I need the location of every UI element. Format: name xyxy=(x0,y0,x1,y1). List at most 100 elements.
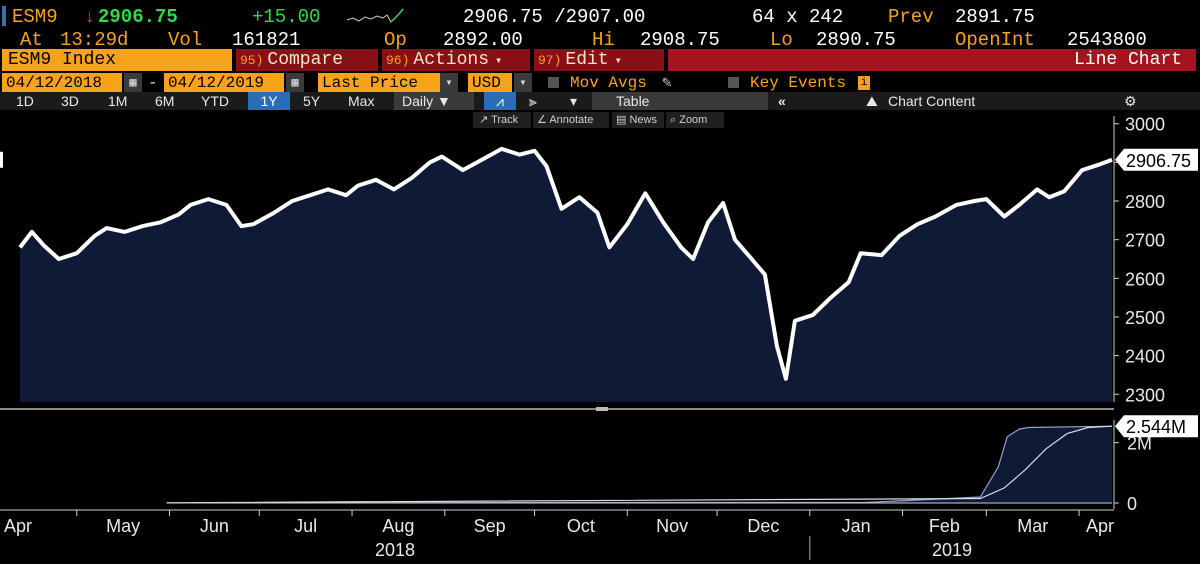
open-value: 2892.00 xyxy=(443,29,523,51)
oi-line xyxy=(166,425,1113,504)
price-y-tick-label: 2500 xyxy=(1125,308,1165,328)
key-events-label: Key Events xyxy=(750,74,847,92)
low-label: Lo xyxy=(770,29,793,51)
prev-value: 2891.75 xyxy=(955,6,1035,28)
price-y-tick-label: 3000 xyxy=(1125,115,1165,135)
oi-last-tag xyxy=(1115,415,1198,438)
open-label: Op xyxy=(384,29,407,51)
collapse-icon[interactable]: « xyxy=(778,93,786,109)
prev-label: Prev xyxy=(888,6,934,28)
open-interest-label: OpenInt xyxy=(955,29,1035,51)
chart-content-icon: ⛰ xyxy=(866,93,878,109)
security-marker xyxy=(2,6,6,26)
sparkline-icon xyxy=(346,8,404,23)
settings-gear-icon[interactable]: ⚙ xyxy=(1124,93,1137,109)
bid-ask: 2906.75 /2907.00 xyxy=(463,6,646,28)
info-icon[interactable]: i xyxy=(858,76,870,90)
panel-resize-handle xyxy=(596,407,608,411)
vol-value: 161821 xyxy=(232,29,301,51)
x-tick-label: Nov xyxy=(656,516,688,536)
at-time: 13:29d xyxy=(60,29,129,51)
edit-caret-icon: ▾ xyxy=(614,54,622,68)
frequency-select[interactable]: Daily ▼ xyxy=(394,92,474,110)
period-5y[interactable]: 5Y xyxy=(303,93,321,109)
chart-type-caret-icon[interactable]: ▾ xyxy=(570,93,578,109)
actions-menu[interactable]: 96) Actions ▾ xyxy=(382,49,530,71)
x-tick-label: Sep xyxy=(474,516,506,536)
currency-dropdown-icon[interactable]: ▾ xyxy=(514,73,532,93)
high-label: Hi xyxy=(592,29,615,51)
table-button[interactable]: Table xyxy=(592,92,768,110)
x-tick-label: Apr xyxy=(1086,516,1114,536)
annotate-icon: ∠ xyxy=(537,114,550,126)
year-label-2018: 2018 xyxy=(375,540,415,560)
net-change: +15.00 xyxy=(252,6,321,28)
oi-last-tag-label: 2.544M xyxy=(1126,417,1186,437)
period-1m[interactable]: 1M xyxy=(108,93,128,109)
mov-avgs-checkbox[interactable] xyxy=(548,77,559,88)
zoom-label: Zoom xyxy=(679,114,708,126)
oi-y-tick-label: 0 xyxy=(1127,494,1137,514)
period-max[interactable]: Max xyxy=(348,93,375,109)
frequency-caret-icon: ▼ xyxy=(437,93,451,109)
year-label-2019: 2019 xyxy=(932,540,972,560)
actions-caret-icon: ▾ xyxy=(495,54,503,68)
key-events-checkbox[interactable] xyxy=(728,77,739,88)
bar-chart-icon[interactable]: ⫸ xyxy=(529,93,537,109)
period-1d[interactable]: 1D xyxy=(16,93,34,109)
currency-select[interactable]: USD xyxy=(468,73,512,93)
at-label: At xyxy=(20,29,43,51)
x-tick-label: Oct xyxy=(567,516,595,536)
price-y-tick-label: 2800 xyxy=(1125,192,1165,212)
period-ytd[interactable]: YTD xyxy=(201,93,229,109)
price-y-tick-label: 2700 xyxy=(1125,231,1165,251)
security-field[interactable]: ESM9 Index xyxy=(2,49,232,71)
zoom-button[interactable]: ⌕ Zoom xyxy=(666,112,724,128)
price-field-dropdown-icon[interactable]: ▾ xyxy=(440,73,458,93)
price-field-select[interactable]: Last Price xyxy=(318,73,440,93)
zoom-icon: ⌕ xyxy=(670,114,680,126)
end-calendar-icon[interactable]: ▦ xyxy=(286,73,304,93)
period-3d[interactable]: 3D xyxy=(61,93,79,109)
actions-label: Actions xyxy=(413,50,490,70)
period-6m[interactable]: 6M xyxy=(155,93,175,109)
price-line xyxy=(18,146,1113,381)
compare-number: 95) xyxy=(240,53,264,68)
track-button[interactable]: ↗ Track xyxy=(473,112,531,128)
oi-y-tick-label: 2M xyxy=(1127,434,1152,454)
x-tick-label: Feb xyxy=(929,516,960,536)
period-1y[interactable]: 1Y xyxy=(248,92,290,110)
x-tick-label: May xyxy=(106,516,140,536)
price-y-tick-label: 2400 xyxy=(1125,347,1165,367)
bid-ask-size: 64 x 242 xyxy=(752,6,844,28)
last-price-tag xyxy=(1115,148,1198,171)
compare-label: Compare xyxy=(267,50,344,70)
left-edge-marker xyxy=(0,151,3,168)
oi-line-prior xyxy=(166,425,1113,504)
ticker: ESM9 xyxy=(12,6,58,28)
compare-button[interactable]: 95) Compare xyxy=(236,49,378,71)
x-tick-label: Jun xyxy=(200,516,229,536)
last-price-tag-label: 2906.75 xyxy=(1126,151,1191,171)
start-calendar-icon[interactable]: ▦ xyxy=(124,73,142,93)
date-separator: - xyxy=(148,74,158,92)
down-arrow-icon: ↓ xyxy=(84,6,96,28)
x-tick-label: Dec xyxy=(747,516,779,536)
news-button[interactable]: ▤ News xyxy=(612,112,664,128)
vol-label: Vol xyxy=(168,29,203,51)
pencil-icon[interactable]: ✎ xyxy=(662,74,672,92)
chart-content-button[interactable]: Chart Content xyxy=(888,93,976,109)
edit-menu[interactable]: 97) Edit ▾ xyxy=(534,49,664,71)
edit-number: 97) xyxy=(538,53,562,68)
track-label: Track xyxy=(491,114,519,126)
start-date-field[interactable]: 04/12/2018 xyxy=(2,73,122,93)
line-chart-icon[interactable]: ⩘ xyxy=(484,92,516,110)
annotate-button[interactable]: ∠ Annotate xyxy=(533,112,609,128)
edit-label: Edit xyxy=(565,50,609,70)
oi-area-fill xyxy=(166,426,1113,503)
last-price: 2906.75 xyxy=(98,6,178,28)
end-date-field[interactable]: 04/12/2019 xyxy=(164,73,284,93)
actions-number: 96) xyxy=(386,53,410,68)
annotate-label: Annotate xyxy=(549,114,594,126)
